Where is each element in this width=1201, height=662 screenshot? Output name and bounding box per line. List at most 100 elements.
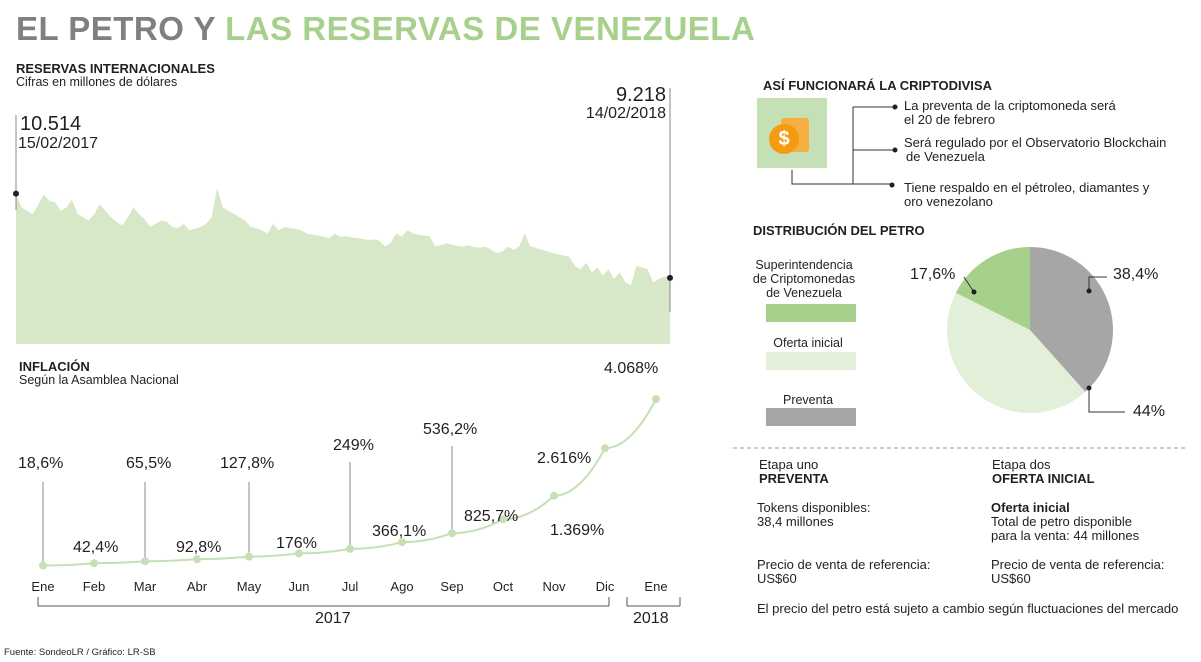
inflation-value-label: 176% [276, 535, 317, 552]
legend-superintendencia-label: Superintendencia de Criptomonedas de Ven… [744, 258, 864, 300]
reserves-subtitle: Cifras en millones de dólares [16, 75, 178, 89]
title-part-2: LAS RESERVAS DE VENEZUELA [225, 10, 756, 47]
inflation-point [550, 491, 558, 500]
crypto-item-1: La preventa de la criptomoneda será el 2… [904, 99, 1116, 127]
legend-superintendencia-line1: Superintendencia [755, 258, 853, 272]
legend-oferta-label: Oferta inicial [773, 336, 843, 350]
stage-left-l1: Tokens disponibles: [757, 500, 871, 515]
pie-value-label: 17,6% [910, 266, 956, 283]
stages-note: El precio del petro está sujeto a cambio… [757, 601, 1179, 616]
inflation-value-label: 65,5% [126, 455, 172, 472]
inflation-point [141, 557, 149, 566]
inflation-value-label: 4.068% [604, 360, 659, 377]
inflation-value-label: 127,8% [220, 455, 275, 472]
inflation-title: INFLACIÓN [19, 359, 90, 374]
inflation-subtitle: Según la Asamblea Nacional [19, 373, 179, 387]
month-tick-label: Ago [390, 579, 414, 594]
page-title: EL PETRO Y LAS RESERVAS DE VENEZUELA [16, 10, 755, 48]
crypto-bullet-1 [892, 104, 898, 110]
dollar-coin-icon: $ [769, 124, 799, 154]
crypto-title: ASÍ FUNCIONARÁ LA CRIPTODIVISA [763, 78, 992, 93]
inflation-value-label: 825,7% [464, 508, 519, 525]
stage-right-l4: Precio de venta de referencia: [991, 557, 1165, 572]
inflation-value-label: 249% [333, 437, 374, 454]
reserves-end-value: 9.218 [615, 84, 666, 106]
inflation-points [39, 395, 660, 570]
inflation-point [90, 559, 98, 568]
legend-preventa-label: Preventa [782, 393, 834, 407]
pie-leader-lines [963, 276, 1125, 413]
pie-value-label: 44% [1133, 403, 1166, 420]
stage-right-l3: para la venta: 44 millones [991, 528, 1140, 543]
stage-right-l2: Total de petro disponible [991, 514, 1132, 529]
crypto-item-3: Tiene respaldo en el pétroleo, diamantes… [904, 181, 1149, 209]
crypto-bullet-2 [892, 147, 898, 153]
reserves-title: RESERVAS INTERNACIONALES [16, 61, 215, 76]
pie-dot-superintendencia [971, 289, 977, 295]
stage-right-header1: Etapa dos [992, 457, 1051, 472]
month-tick-label: Jun [288, 579, 310, 594]
stage-left-header1: Etapa uno [759, 457, 819, 472]
month-tick-label: Ene [31, 579, 55, 594]
dollar-coins-icon: $ [757, 98, 827, 168]
inflation-value-label: 18,6% [18, 455, 64, 472]
month-tick-label: Oct [492, 579, 514, 594]
stage-left-header2: PREVENTA [759, 471, 829, 486]
pie-slice [955, 247, 1030, 330]
distribution-pie [946, 247, 1113, 414]
stage-right-l5: US$60 [991, 571, 1031, 586]
legend-swatch-oferta [766, 352, 856, 370]
pie-dot-preventa [1086, 288, 1092, 294]
inflation-point [346, 544, 354, 553]
title-part-1: EL PETRO Y [16, 10, 216, 47]
legend-superintendencia-line3: de Venezuela [766, 286, 842, 300]
month-tick-label: May [236, 579, 262, 594]
reserves-start-value: 10.514 [20, 113, 82, 135]
reserves-start-point [13, 190, 19, 197]
month-tick-label: Mar [133, 579, 157, 594]
crypto-item-2: Será regulado por el Observatorio Blockc… [904, 136, 1166, 164]
crypto-item-2-line1: Será regulado por el Observatorio Blockc… [904, 135, 1167, 150]
legend-swatch-preventa [766, 408, 856, 426]
distribution-title: DISTRIBUCIÓN DEL PETRO [753, 223, 925, 238]
year-2017: 2017 [315, 610, 351, 627]
inflation-point [652, 395, 660, 403]
crypto-item-2-line2: de Venezuela [906, 149, 985, 164]
month-tick-label: Sep [440, 579, 464, 594]
inflation-value-label: 536,2% [423, 421, 478, 438]
crypto-bullet-3 [889, 182, 895, 188]
inflation-point [499, 515, 507, 524]
stage-left-l3: Precio de venta de referencia: [757, 557, 931, 572]
inflation-value-label: 1.369% [550, 522, 605, 539]
inflation-point [39, 561, 47, 570]
pie-dot-oferta [1086, 385, 1092, 391]
reserves-area [16, 188, 670, 344]
month-tick-label: Nov [542, 579, 566, 594]
stage-left-l4: US$60 [757, 571, 797, 586]
inflation-leader-lines [42, 446, 453, 562]
pie-slice [946, 292, 1086, 414]
inflation-value-label: 92,8% [176, 539, 222, 556]
reserves-end-date: 14/02/2018 [585, 105, 666, 122]
crypto-item-3-line1: Tiene respaldo en el pétroleo, diamantes… [904, 180, 1150, 195]
crypto-item-3-line2: oro venezolano [904, 194, 993, 209]
inflation-value-label: 2.616% [537, 450, 592, 467]
inflation-point [398, 538, 406, 547]
legend-superintendencia-line2: de Criptomonedas [752, 272, 856, 286]
inflation-point [245, 552, 253, 561]
inflation-point [601, 444, 609, 453]
inflation-point [193, 555, 201, 564]
year-2018: 2018 [633, 610, 669, 627]
month-tick-label: Abr [186, 579, 208, 594]
inflation-value-label: 366,1% [372, 523, 427, 540]
stage-right-l1: Oferta inicial [991, 500, 1070, 515]
month-tick-label: Feb [82, 579, 106, 594]
crypto-connectors [791, 106, 894, 185]
pie-slice [1030, 247, 1113, 392]
legend-swatch-superintendencia [766, 304, 856, 322]
crypto-item-1-line2: el 20 de febrero [904, 112, 996, 127]
month-tick-label: Jul [341, 579, 359, 594]
crypto-item-1-line1: La preventa de la criptomoneda será [904, 98, 1116, 113]
stage-right-header2: OFERTA INICIAL [992, 471, 1095, 486]
